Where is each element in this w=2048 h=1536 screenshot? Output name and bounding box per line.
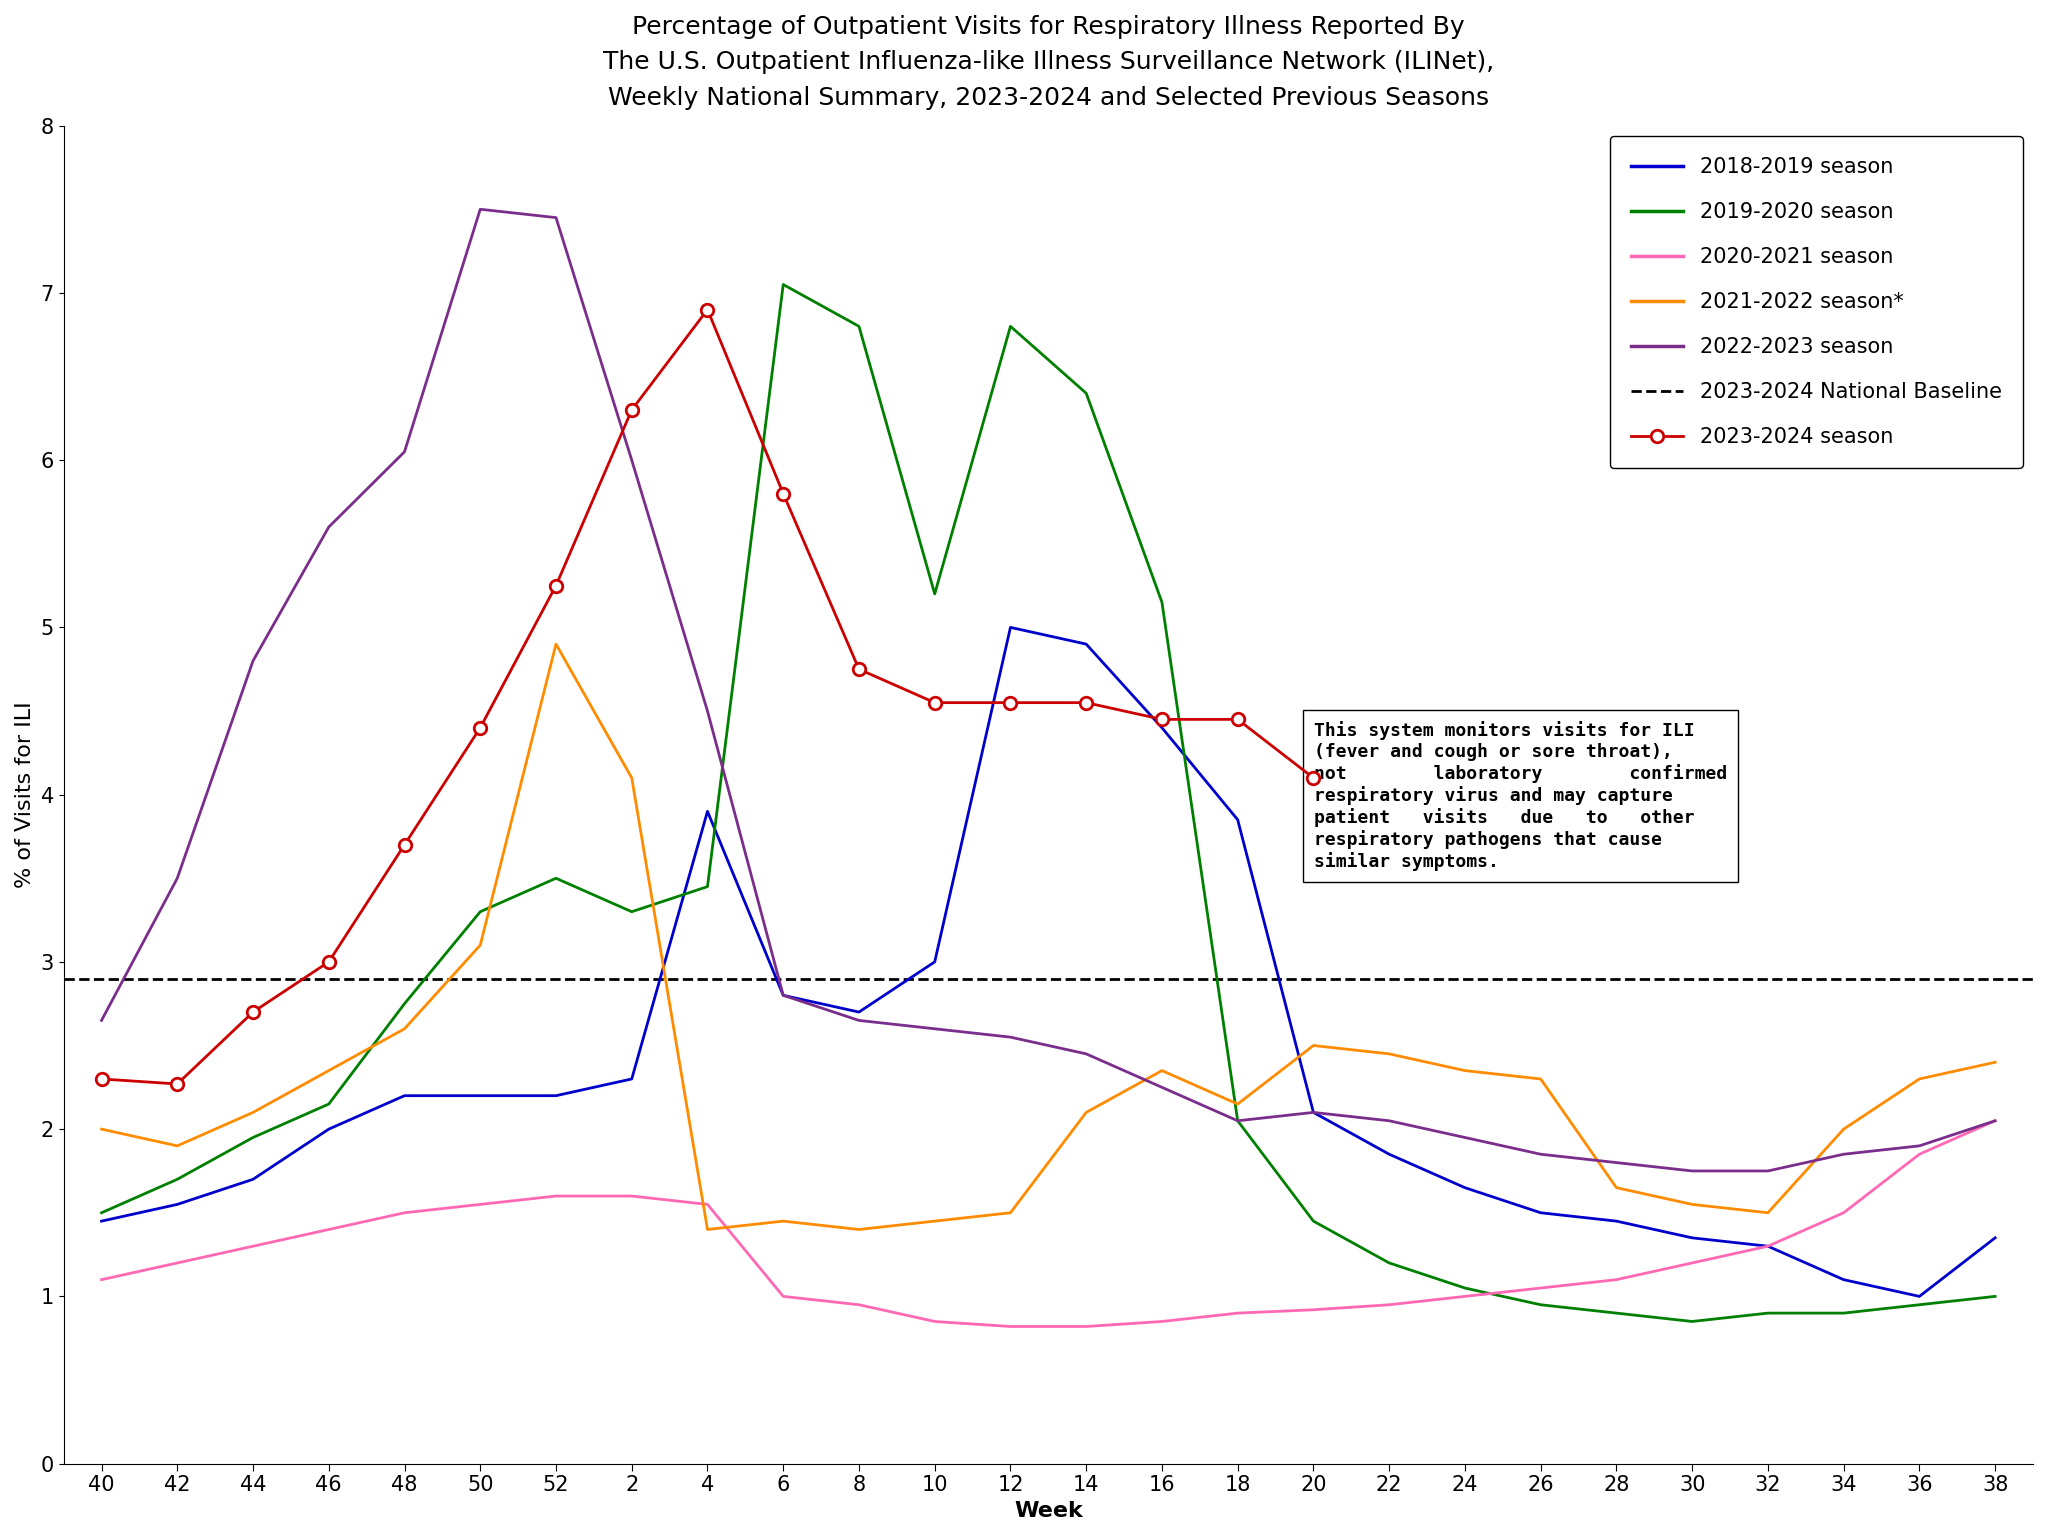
Y-axis label: % of Visits for ILI: % of Visits for ILI — [14, 702, 35, 888]
Text: This system monitors visits for ILI
(fever and cough or sore throat),
not       : This system monitors visits for ILI (fev… — [1315, 720, 1726, 871]
X-axis label: Week: Week — [1014, 1501, 1083, 1521]
Legend: 2018-2019 season, 2019-2020 season, 2020-2021 season, 2021-2022 season*, 2022-20: 2018-2019 season, 2019-2020 season, 2020… — [1610, 137, 2023, 468]
Title: Percentage of Outpatient Visits for Respiratory Illness Reported By
The U.S. Out: Percentage of Outpatient Visits for Resp… — [602, 15, 1493, 109]
